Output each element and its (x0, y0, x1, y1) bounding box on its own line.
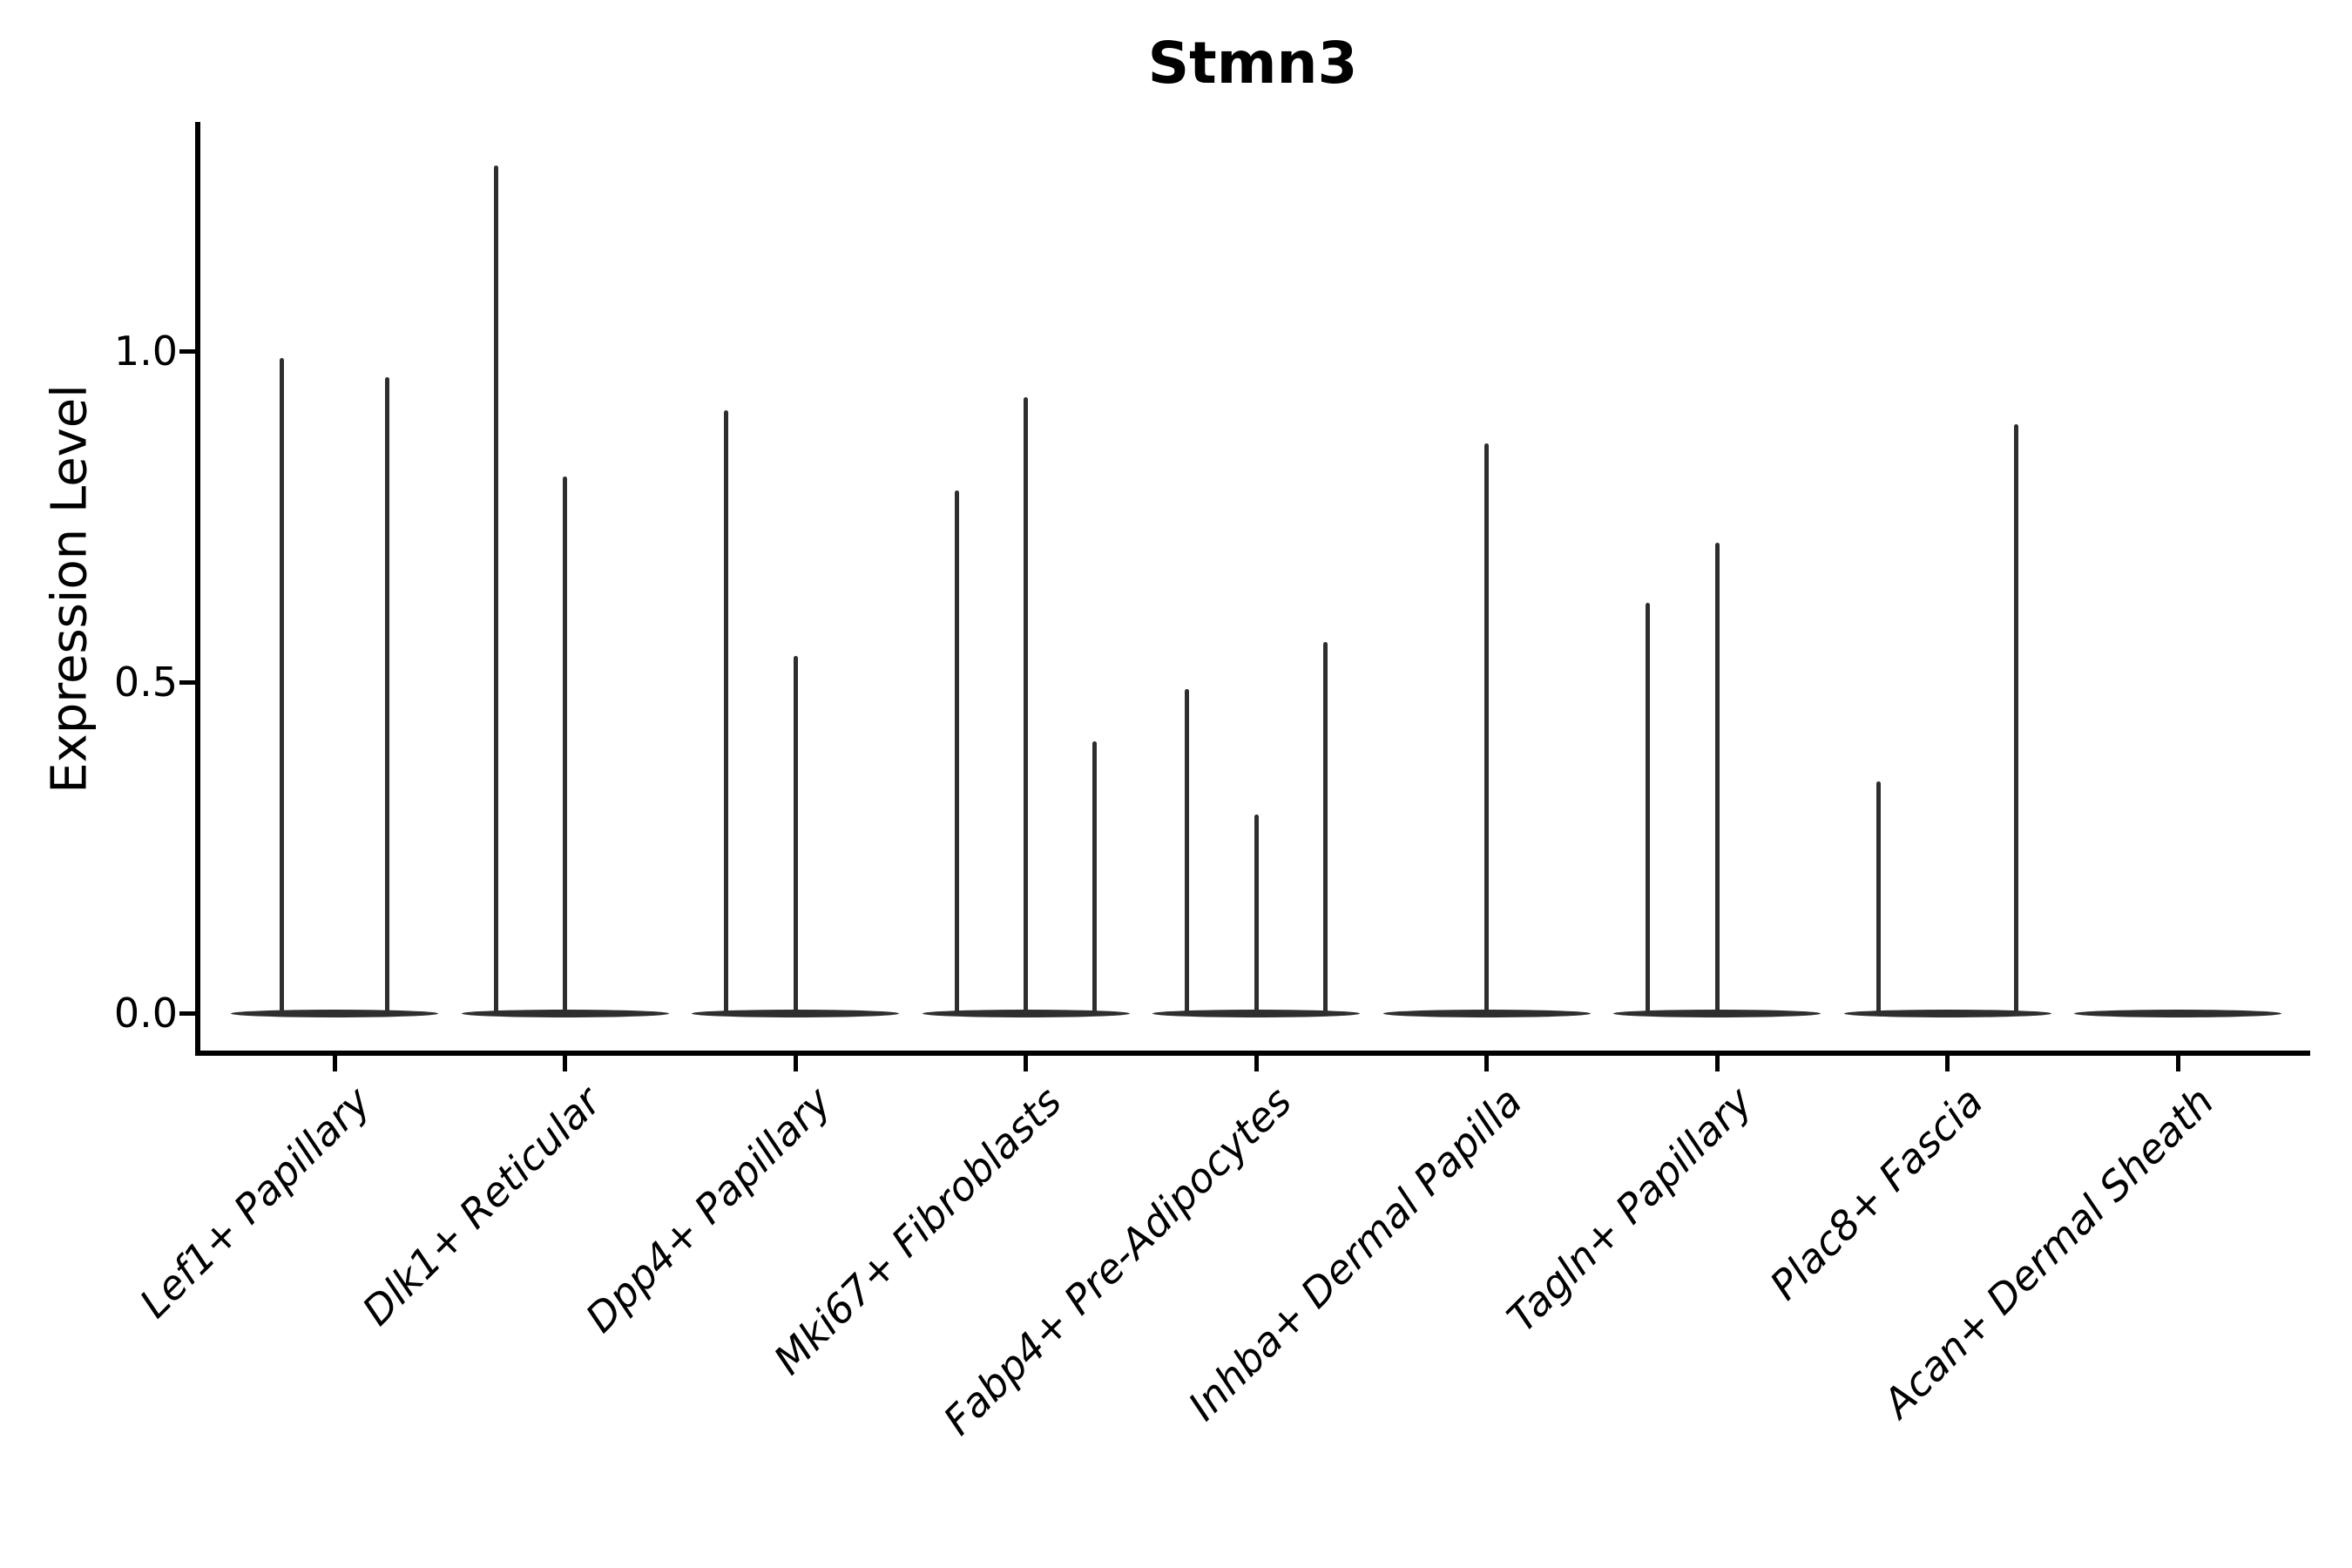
violin-base (1152, 1009, 1360, 1017)
x-tick (2175, 1056, 2180, 1071)
violin-spike (1714, 543, 1720, 1016)
violin-spike (1185, 688, 1190, 1016)
violin-base (922, 1009, 1130, 1017)
x-tick (332, 1056, 337, 1071)
violin-spike (1876, 781, 1881, 1016)
x-tick (1254, 1056, 1259, 1071)
x-tick (1714, 1056, 1720, 1071)
violin-spike (385, 377, 390, 1016)
violin-spike (1484, 443, 1489, 1016)
x-tick (563, 1056, 567, 1071)
violin-spike (1254, 814, 1259, 1016)
x-tick-label: Lef1+ Papillary (130, 1078, 380, 1328)
x-tick-label: Tagln+ Papillary (1498, 1078, 1762, 1342)
y-tick (179, 348, 195, 354)
x-tick-label: Dpp4+ Papillary (576, 1078, 841, 1342)
violin-spike (1092, 741, 1098, 1016)
x-tick (1945, 1056, 1950, 1071)
y-tick-label: 0.5 (113, 659, 178, 706)
y-tick (179, 679, 195, 685)
y-tick (179, 1010, 195, 1016)
violin-spike (793, 655, 798, 1016)
violin-spike (563, 476, 567, 1016)
x-tick (1484, 1056, 1489, 1071)
y-axis-label: Expression Level (41, 384, 98, 794)
x-tick (793, 1056, 798, 1071)
violin-base (461, 1009, 669, 1017)
violin-spike (2014, 423, 2019, 1016)
violin-spike (954, 490, 959, 1016)
y-tick-label: 0.0 (113, 990, 178, 1037)
violin-spike (724, 410, 729, 1016)
violin-spike (493, 166, 498, 1016)
violin-base (231, 1009, 438, 1017)
y-tick-label: 1.0 (113, 328, 178, 375)
violin-base (1843, 1009, 2051, 1017)
y-axis-line (195, 122, 200, 1056)
x-tick (1024, 1056, 1028, 1071)
violin-base (692, 1009, 899, 1017)
x-tick-label: Plac8+ Fascia (1761, 1078, 1992, 1309)
x-axis-line (195, 1051, 2310, 1056)
violin-spike (1024, 397, 1028, 1016)
violin-spike (1322, 642, 1328, 1016)
violin-base (1382, 1009, 1591, 1017)
violin-spike (1646, 602, 1651, 1016)
violin-base (1613, 1009, 1821, 1017)
x-tick-label: Dlk1+ Reticular (353, 1078, 610, 1335)
violin-spike (279, 357, 284, 1016)
violin-base (2074, 1009, 2281, 1017)
chart-title: Stmn3 (1147, 30, 1358, 97)
